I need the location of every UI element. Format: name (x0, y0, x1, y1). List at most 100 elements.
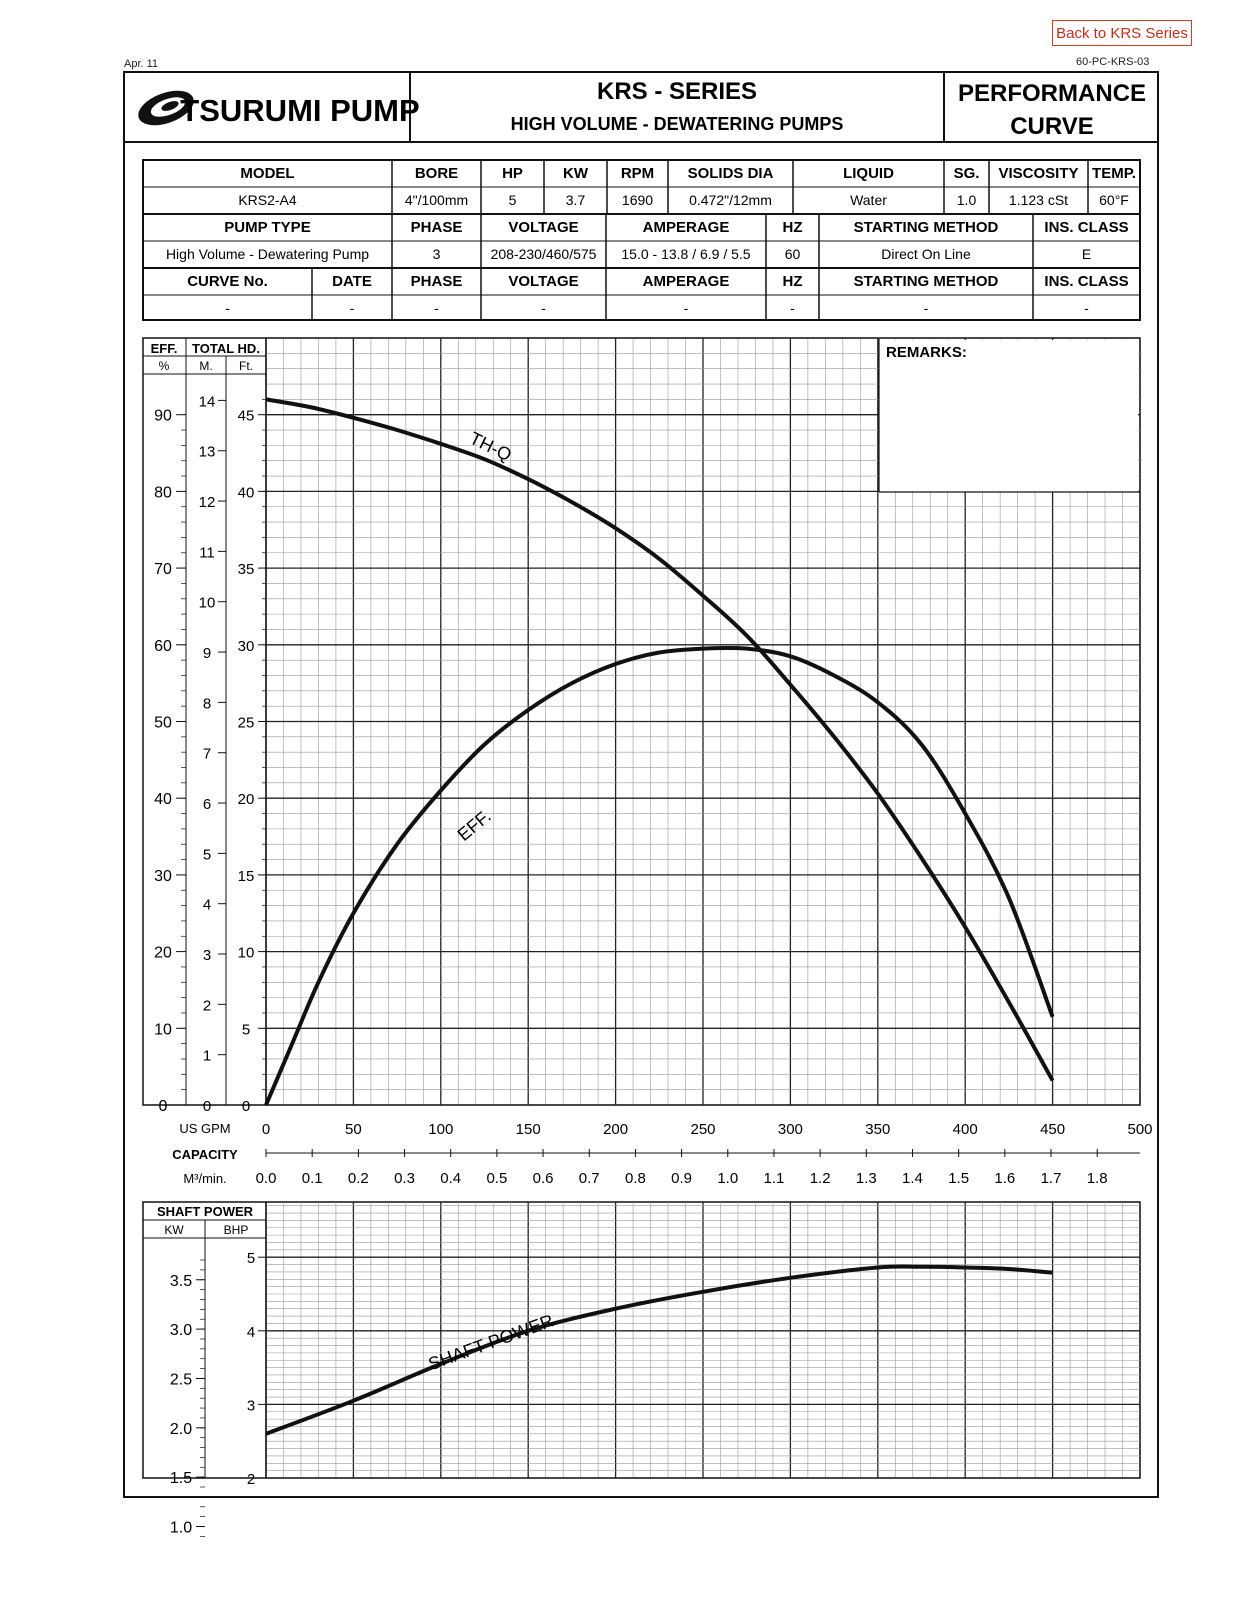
spec-table: MODEL KRS2-A4 BORE 4"/100mm HP 5 KW 3.7 RPM 1690 S… (142, 159, 1141, 321)
spec-value-cell: 1.123 cSt (1009, 192, 1068, 208)
spec-header-cell: PHASE (411, 273, 463, 290)
m3-unit-label: M³/min. (183, 1171, 226, 1186)
head-axis-unit-ft: Ft. (239, 359, 253, 373)
gpm-tick-label: 300 (778, 1121, 803, 1138)
head-m-tick-label: 8 (203, 695, 211, 712)
spec-header-cell: RPM (621, 165, 654, 182)
spec-value-cell: Direct On Line (881, 246, 971, 262)
performance-chart: REMARKS: EFF. % TOTAL HD. M. Ft. 0102030… (142, 337, 1141, 1115)
kw-tick-label: 1.5 (170, 1470, 192, 1487)
m3-tick-label: 0.4 (440, 1170, 461, 1187)
gpm-tick-label: 0 (262, 1121, 270, 1138)
spec-value-cell: - (1084, 300, 1089, 316)
head-ft-tick-label: 45 (238, 408, 255, 425)
m3-tick-label: 1.1 (764, 1170, 785, 1187)
bhp-tick-label: 2 (247, 1471, 255, 1488)
head-ft-tick-label: 10 (238, 945, 255, 962)
spec-header-cell: PUMP TYPE (224, 219, 310, 236)
head-ft-tick-label: 25 (238, 715, 255, 732)
spec-value-cell: 60 (785, 246, 801, 262)
kw-tick-label: 2.5 (170, 1371, 192, 1388)
head-m-tick-label: 10 (199, 595, 216, 612)
spec-header-cell: MODEL (240, 165, 294, 182)
spec-header-cell: HZ (783, 219, 803, 236)
spec-value-cell: - (225, 300, 230, 316)
back-to-series-button[interactable]: Back to KRS Series (1052, 20, 1192, 46)
gpm-tick-label: 100 (428, 1121, 453, 1138)
m3-tick-label: 1.8 (1087, 1170, 1108, 1187)
gpm-tick-label: 500 (1127, 1121, 1152, 1138)
m3-tick-label: 0.5 (486, 1170, 507, 1187)
spec-value-cell: 3 (433, 246, 441, 262)
remarks-label: REMARKS: (886, 344, 967, 361)
spec-header-cell: INS. CLASS (1044, 273, 1128, 290)
head-axis-header: TOTAL HD. (192, 341, 260, 356)
shaft-power-axis-header: SHAFT POWER (157, 1204, 254, 1219)
m3-tick-label: 0.7 (579, 1170, 600, 1187)
m3-tick-label: 1.2 (810, 1170, 831, 1187)
m3-tick-label: 0.8 (625, 1170, 646, 1187)
m3-tick-label: 0.6 (533, 1170, 554, 1187)
m3-tick-label: 1.4 (902, 1170, 923, 1187)
eff-tick-label: 60 (154, 638, 172, 655)
spec-value-cell: 1.0 (957, 192, 977, 208)
shaft-power-curve-label: SHAFT POWER (426, 1310, 557, 1374)
gpm-tick-label: 250 (690, 1121, 715, 1138)
head-m-tick-label: 5 (203, 846, 211, 863)
head-ft-tick-label: 15 (238, 868, 255, 885)
head-ft-tick-label: 35 (238, 561, 255, 578)
gpm-tick-label: 50 (345, 1121, 362, 1138)
spec-value-cell: 1690 (622, 192, 653, 208)
doc-type-line-1: PERFORMANCE (958, 80, 1146, 107)
eff-tick-label: 90 (154, 408, 172, 425)
spec-header-cell: STARTING METHOD (854, 219, 999, 236)
gpm-tick-label: 350 (865, 1121, 890, 1138)
spec-value-cell: 3.7 (566, 192, 586, 208)
bhp-axis-unit: BHP (224, 1223, 249, 1237)
kw-tick-label: 1.0 (170, 1520, 192, 1537)
bhp-tick-label: 4 (247, 1324, 255, 1341)
spec-header-cell: VISCOSITY (998, 165, 1078, 182)
gpm-tick-label: 400 (953, 1121, 978, 1138)
power-chart-grid (265, 1202, 1141, 1479)
head-ft-tick-label: 20 (238, 791, 255, 808)
spec-value-cell: - (790, 300, 795, 316)
head-m-tick-label: 13 (199, 444, 216, 461)
spec-value-cell: - (924, 300, 929, 316)
eff-axis-header: EFF. (151, 341, 178, 356)
eff-tick-label: 20 (154, 945, 172, 962)
remarks-box (879, 340, 1138, 492)
eff-curve-label: EFF. (454, 806, 495, 845)
m3-tick-label: 1.0 (717, 1170, 738, 1187)
kw-tick-label: 3.5 (170, 1273, 192, 1290)
m3-tick-label: 0.3 (394, 1170, 415, 1187)
head-m-tick-label: 4 (203, 897, 211, 914)
tsurumi-logo (138, 90, 194, 126)
head-ft-tick-label: 40 (238, 484, 255, 501)
spec-header-cell: HP (502, 165, 523, 182)
capacity-scale: US GPM CAPACITY M³/min. 0 50 100 150 200 250 3… (172, 1121, 1152, 1187)
head-ft-tick-label: 0 (242, 1098, 250, 1115)
head-m-tick-label: 11 (199, 544, 215, 561)
shaft-power-curve (265, 1264, 1053, 1436)
head-ft-tick-label: 30 (238, 638, 255, 655)
spec-value-cell: KRS2-A4 (238, 192, 297, 208)
shaft-power-chart: SHAFT POWER KW BHP 2 3 4 5 1.0 1.5 2.0 2.5 3.0 3.… (142, 1201, 1141, 1537)
spec-value-cell: - (434, 300, 439, 316)
head-m-tick-label: 2 (203, 997, 211, 1014)
eff-tick-label: 0 (159, 1098, 168, 1115)
series-title: KRS - SERIES (597, 78, 757, 105)
bhp-tick-label: 5 (247, 1250, 255, 1267)
spec-header-cell: HZ (783, 273, 803, 290)
head-m-tick-label: 12 (199, 494, 216, 511)
head-ft-tick-label: 5 (242, 1021, 250, 1038)
power-chart-axes: 2 3 4 5 1.0 1.5 2.0 2.5 3.0 3.5 (170, 1250, 266, 1537)
spec-header-cell: LIQUID (843, 165, 894, 182)
spec-header-cell: PHASE (411, 219, 463, 236)
bhp-tick-label: 3 (247, 1397, 255, 1414)
eff-tick-label: 80 (154, 484, 172, 501)
spec-value-cell: 208-230/460/575 (491, 246, 597, 262)
eff-tick-label: 40 (154, 791, 172, 808)
spec-value-cell: 0.472"/12mm (689, 192, 772, 208)
spec-value-cell: 5 (509, 192, 517, 208)
